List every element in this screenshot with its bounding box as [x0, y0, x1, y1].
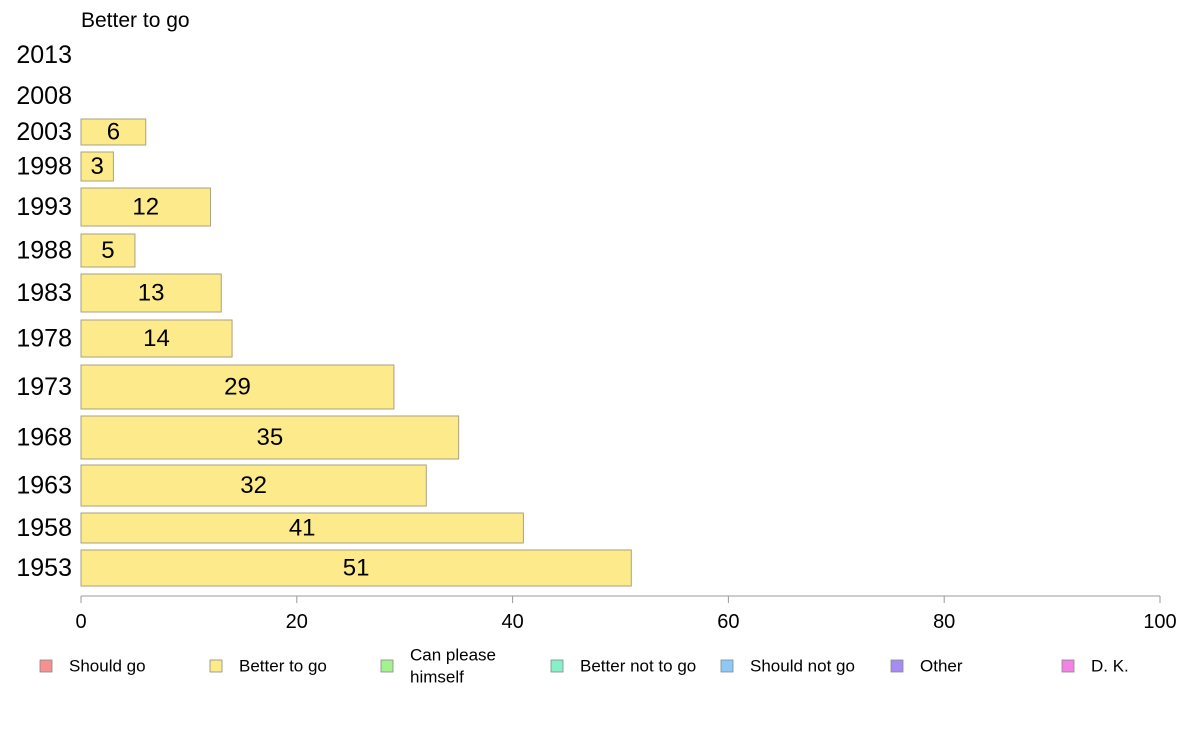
legend-label: Better to go — [239, 657, 327, 676]
value-label-1983: 13 — [138, 280, 165, 307]
x-tick-label: 0 — [75, 611, 86, 633]
x-axis: 0 20 40 60 80 100 — [75, 595, 1177, 633]
legend-swatch — [550, 659, 564, 673]
legend-swatch — [890, 659, 904, 673]
legend-swatch — [1061, 659, 1075, 673]
y-label-1968: 1968 — [16, 424, 72, 452]
bar-1978 — [80, 319, 233, 358]
y-label-1958: 1958 — [16, 514, 72, 542]
legend-label: Other — [920, 657, 963, 676]
legend-label: Can please himself — [410, 646, 496, 687]
value-label-1958: 41 — [289, 515, 316, 542]
y-label-2013: 2013 — [16, 41, 72, 69]
y-label-2003: 2003 — [16, 118, 72, 146]
value-label-1953: 51 — [343, 555, 370, 582]
bar-1998 — [80, 151, 114, 182]
x-tick-label: 40 — [501, 611, 523, 633]
legend-swatch — [380, 659, 394, 673]
value-label-1963: 32 — [240, 472, 267, 499]
bar-1958 — [80, 512, 524, 544]
value-label-1988: 5 — [101, 237, 114, 264]
y-label-1978: 1978 — [16, 325, 72, 353]
bar-2003 — [80, 118, 147, 146]
y-label-1998: 1998 — [16, 153, 72, 181]
value-label-1978: 14 — [143, 325, 170, 352]
value-label-1998: 3 — [91, 153, 104, 180]
value-label-2003: 6 — [107, 119, 120, 146]
bar-1983 — [80, 273, 222, 313]
value-label-1968: 35 — [256, 424, 283, 451]
bar-1953 — [80, 549, 632, 587]
y-label-1973: 1973 — [16, 373, 72, 401]
y-label-1988: 1988 — [16, 237, 72, 265]
legend-swatch — [39, 659, 53, 673]
bar-1963 — [80, 464, 427, 507]
value-label-1993: 12 — [132, 194, 159, 221]
x-tick-label: 60 — [717, 611, 739, 633]
y-label-1963: 1963 — [16, 472, 72, 500]
x-tick-label: 100 — [1143, 611, 1176, 633]
y-label-1983: 1983 — [16, 279, 72, 307]
x-tick-label: 20 — [286, 611, 308, 633]
legend: Should go Better to go Can please himself Be… — [39, 646, 1129, 687]
legend-label: Should go — [69, 657, 146, 676]
y-label-1953: 1953 — [16, 554, 72, 582]
x-tick-label: 80 — [933, 611, 955, 633]
bar-1988 — [80, 233, 136, 268]
value-label-1973: 29 — [224, 374, 251, 401]
y-label-2008: 2008 — [16, 82, 72, 110]
bar-1968 — [80, 415, 460, 460]
legend-label: Better not to go — [580, 657, 696, 676]
bar-1973 — [80, 364, 395, 410]
y-label-1993: 1993 — [16, 193, 72, 221]
legend-swatch — [720, 659, 734, 673]
legend-swatch — [209, 659, 223, 673]
legend-label: D. K. — [1091, 657, 1129, 676]
legend-label: Should not go — [750, 657, 855, 676]
chart-title: Better to go — [81, 9, 190, 32]
bar-1993 — [80, 187, 211, 227]
y-axis-labels: 2013 2008 2003 1998 1993 1988 1983 1978 1973 1968… — [16, 41, 72, 582]
